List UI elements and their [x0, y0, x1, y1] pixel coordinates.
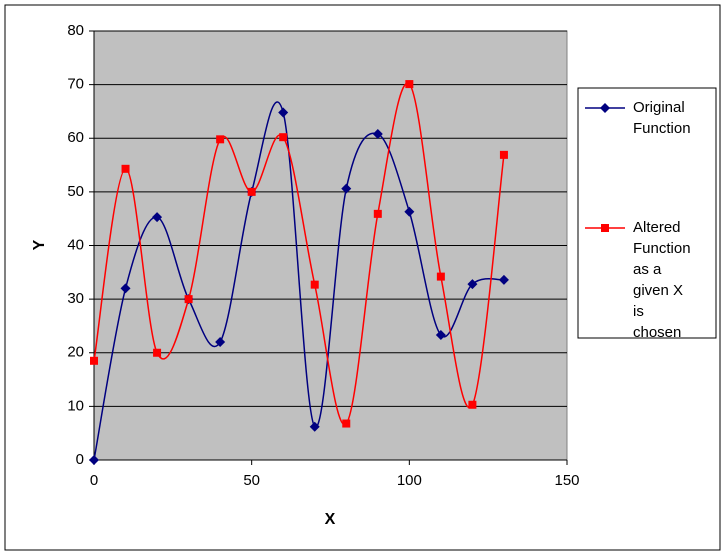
marker — [309, 421, 320, 432]
y-tick-label: 70 — [67, 76, 84, 93]
series-line — [93, 101, 505, 461]
marker — [436, 272, 445, 281]
marker — [216, 135, 225, 144]
marker — [342, 419, 351, 428]
y-tick-label: 80 — [67, 22, 84, 39]
y-tick-label: 20 — [67, 344, 84, 361]
marker — [404, 206, 415, 217]
marker — [435, 330, 446, 341]
y-tick-label: 40 — [67, 236, 84, 253]
marker — [499, 150, 508, 159]
marker — [405, 80, 414, 89]
y-tick-label: 0 — [76, 451, 84, 468]
x-tick-label: 0 — [90, 472, 98, 489]
marker — [468, 400, 477, 409]
marker — [184, 295, 193, 304]
x-tick-label: 150 — [554, 472, 579, 489]
legend — [577, 87, 717, 339]
marker — [278, 107, 289, 118]
y-tick-label: 50 — [67, 183, 84, 200]
marker — [89, 455, 99, 465]
marker — [90, 356, 98, 365]
marker — [372, 128, 383, 139]
marker — [215, 337, 226, 348]
marker — [498, 274, 509, 285]
marker — [279, 133, 288, 142]
y-axis-label: Y — [31, 239, 48, 250]
y-tick-label: 10 — [67, 397, 84, 414]
marker — [373, 209, 382, 218]
marker — [247, 187, 256, 196]
marker — [341, 183, 352, 194]
x-axis-label: X — [325, 511, 336, 528]
y-tick-label: 30 — [67, 290, 84, 307]
x-tick-label: 100 — [397, 472, 422, 489]
marker — [310, 280, 319, 289]
marker — [152, 212, 163, 223]
marker — [600, 103, 610, 113]
y-tick-label: 60 — [67, 129, 84, 146]
marker — [121, 164, 130, 173]
x-tick-label: 50 — [243, 472, 260, 489]
legend-label: Original Function — [633, 99, 691, 137]
marker — [467, 279, 478, 290]
marker — [120, 283, 131, 294]
marker — [601, 224, 609, 232]
marker — [153, 348, 162, 357]
